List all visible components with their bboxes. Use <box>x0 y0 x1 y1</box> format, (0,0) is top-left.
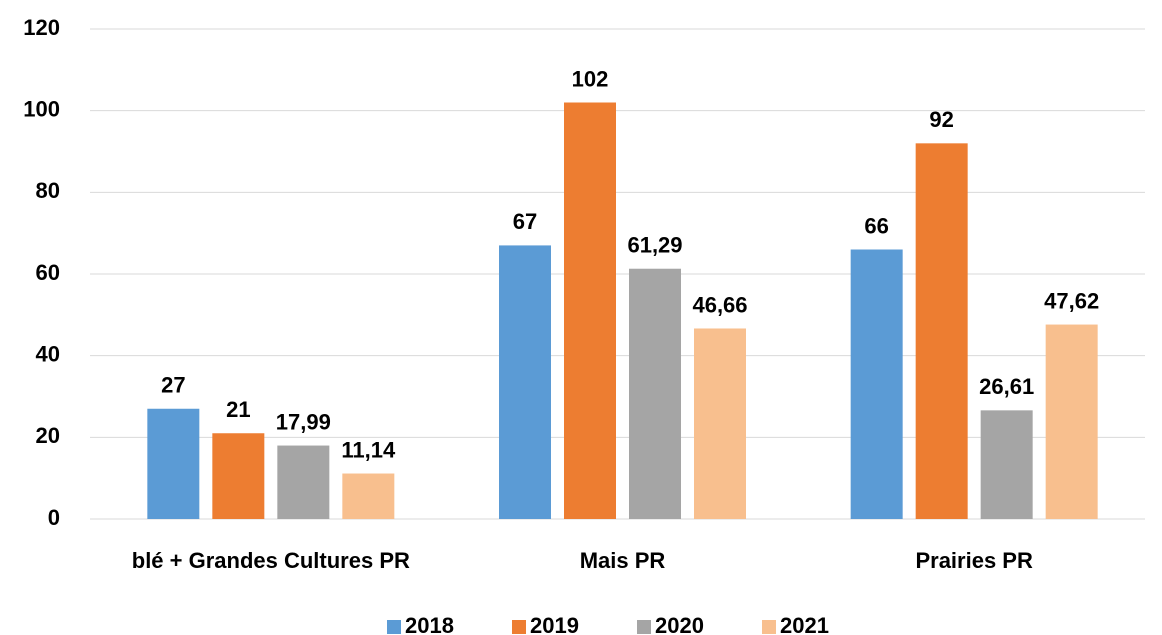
legend-label: 2018 <box>405 613 454 635</box>
bar <box>147 408 200 519</box>
bar <box>980 410 1033 519</box>
y-tick-label: 60 <box>36 260 60 285</box>
y-tick-label: 0 <box>48 505 60 530</box>
y-tick-label: 20 <box>36 423 60 448</box>
bar <box>499 245 551 519</box>
legend-label: 2021 <box>780 613 829 635</box>
legend-swatch <box>637 620 651 634</box>
legend-label: 2020 <box>655 613 704 635</box>
x-tick-label: blé + Grandes Cultures PR <box>132 548 410 573</box>
data-label: 92 <box>929 107 953 132</box>
data-label: 67 <box>513 209 537 234</box>
legend-swatch <box>762 620 776 634</box>
y-tick-label: 80 <box>36 178 60 203</box>
legend-swatch <box>512 620 526 634</box>
bar <box>277 445 330 519</box>
data-label: 47,62 <box>1044 288 1099 313</box>
bar <box>850 249 903 519</box>
x-tick-label: Prairies PR <box>915 548 1033 573</box>
legend-label: 2019 <box>530 613 579 635</box>
data-label: 26,61 <box>979 374 1034 399</box>
data-label: 17,99 <box>276 409 331 434</box>
legend-swatch <box>387 620 401 634</box>
x-tick-label: Mais PR <box>580 548 666 573</box>
data-label: 66 <box>864 213 888 238</box>
bar <box>1045 324 1098 519</box>
bar <box>629 268 681 519</box>
bar <box>915 143 968 520</box>
data-label: 27 <box>161 373 185 398</box>
bar <box>212 433 265 519</box>
bar <box>564 102 616 519</box>
data-label: 11,14 <box>341 437 396 462</box>
bar <box>694 328 746 519</box>
data-label: 46,66 <box>692 292 747 317</box>
data-label: 61,29 <box>627 233 682 258</box>
data-label: 21 <box>226 397 250 422</box>
data-label: 102 <box>572 66 609 91</box>
bar <box>342 473 395 519</box>
y-tick-label: 120 <box>23 15 60 40</box>
y-tick-label: 40 <box>36 341 60 366</box>
y-tick-label: 100 <box>23 96 60 121</box>
